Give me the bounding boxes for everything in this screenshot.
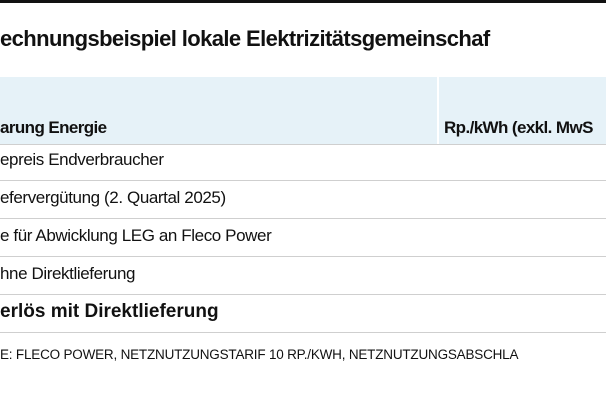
row-separator bbox=[0, 144, 606, 145]
title: echnungsbeispiel lokale Elektrizitätsgem… bbox=[0, 26, 490, 51]
total-label: erlös mit Direktlieferung bbox=[0, 301, 219, 322]
top-rule bbox=[0, 0, 606, 3]
row-separator bbox=[0, 332, 606, 333]
row-label: efervergütung (2. Quartal 2025) bbox=[0, 188, 226, 207]
row-separator bbox=[0, 256, 606, 257]
row-label: hne Direktlieferung bbox=[0, 264, 136, 283]
footnote: E: FLECO POWER, NETZNUTZUNGSTARIF 10 RP.… bbox=[0, 347, 519, 362]
column-divider bbox=[437, 77, 439, 144]
row-separator bbox=[0, 218, 606, 219]
header-background bbox=[0, 77, 606, 144]
header-cell: Rp./kWh (exkl. MwS bbox=[444, 118, 593, 137]
row-label: e für Abwicklung LEG an Fleco Power bbox=[0, 226, 272, 245]
row-label: epreis Endverbraucher bbox=[0, 150, 164, 169]
row-separator bbox=[0, 294, 606, 295]
row-separator bbox=[0, 180, 606, 181]
header-cell: arung Energie bbox=[0, 118, 107, 137]
